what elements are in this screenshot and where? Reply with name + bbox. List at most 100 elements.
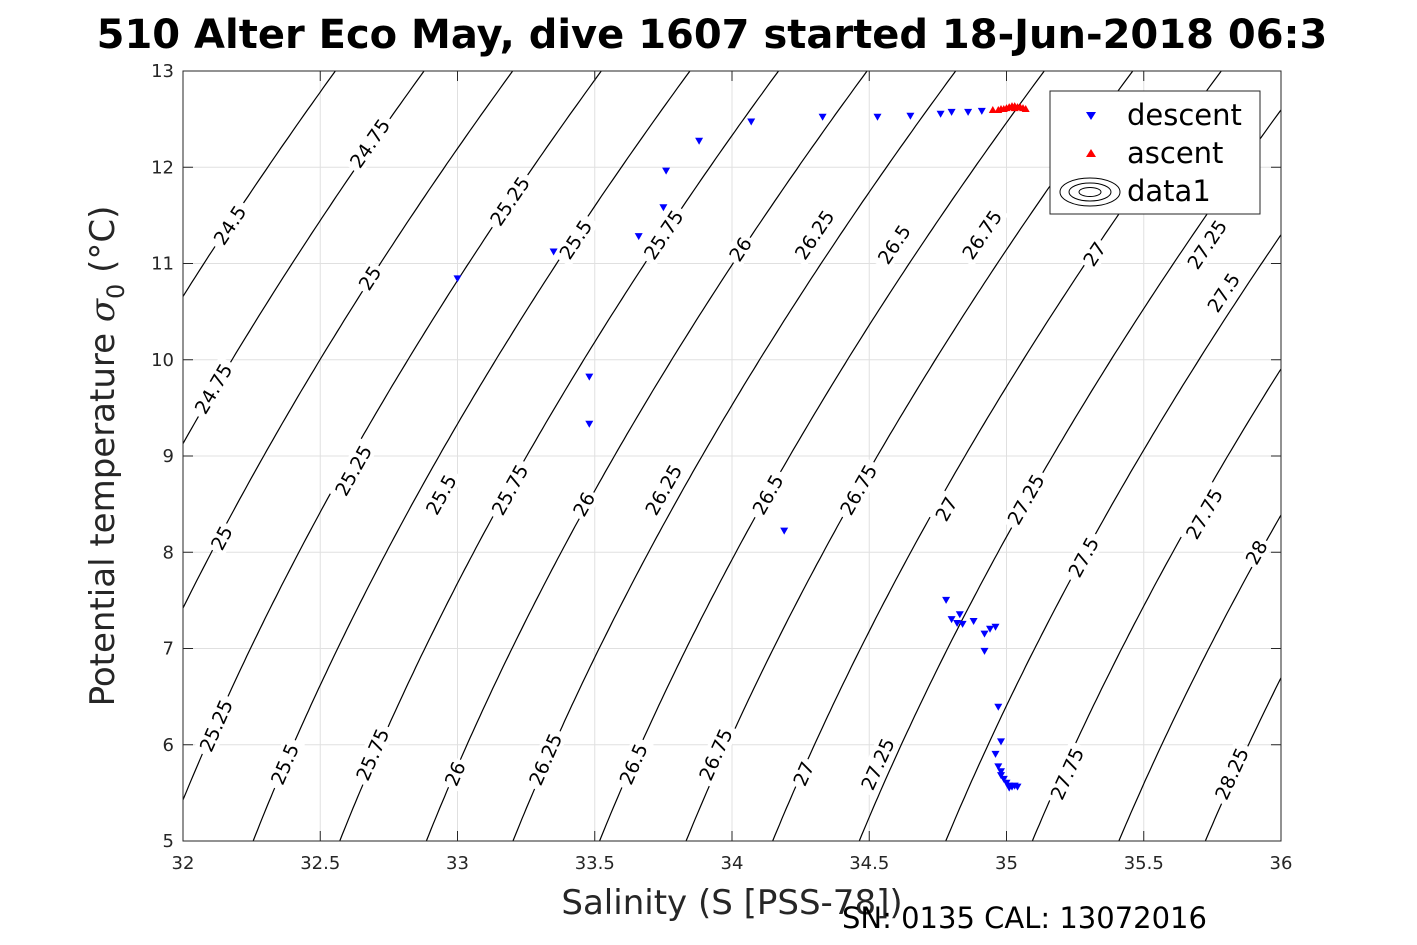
y-axis-label-subscript: 0 [102, 284, 130, 299]
contour-label-mask [833, 456, 884, 523]
axis-ticks [182, 70, 1282, 842]
contour-label-mask [418, 466, 464, 523]
descent-point [818, 113, 827, 121]
footnote-serial-calibration: SN: 0135 CAL: 13072016 [842, 901, 1207, 935]
descent-point [953, 620, 962, 627]
descent-point [947, 108, 956, 116]
descent-point [659, 204, 668, 212]
contour-label-mask [1043, 740, 1090, 807]
x-tick-label: 34 [721, 853, 744, 874]
descent-point [747, 118, 756, 126]
x-tick-label: 32 [172, 853, 195, 874]
descent-point [780, 527, 789, 535]
descent-point [942, 596, 951, 604]
y-tick-label: 9 [163, 446, 174, 467]
isopycnal-26 [425, 71, 868, 841]
x-tick-label: 35.5 [1124, 853, 1164, 874]
descent-point [999, 775, 1008, 783]
y-axis-label: Potential temperature σ0 (°C) [83, 206, 130, 707]
contour-label-mask [955, 202, 1009, 267]
isopycnal-25 [183, 71, 514, 610]
descent-point [980, 647, 989, 655]
contour-label-mask [484, 456, 535, 523]
contour-label-mask [854, 730, 901, 798]
contour-label-mask [349, 721, 396, 788]
descent-point [873, 113, 882, 121]
descent-point [958, 620, 967, 628]
descent-point [453, 275, 462, 283]
contour-label-mask [1199, 264, 1247, 321]
descent-point [662, 167, 671, 175]
y-tick-label: 7 [163, 639, 174, 660]
contour-label-mask [1061, 529, 1106, 586]
contour-label-mask [870, 216, 918, 273]
ascent-point [1008, 102, 1016, 110]
descent-point [1005, 784, 1014, 792]
descent-point [585, 373, 594, 381]
descent-point [695, 137, 704, 145]
legend-ascent-marker [1086, 149, 1096, 157]
isopycnal-24-5 [183, 71, 337, 298]
contour-label-mask [1180, 212, 1234, 277]
contour-label-mask [551, 211, 600, 268]
contour-label-mask [1076, 235, 1112, 273]
y-tick-label: 10 [151, 350, 174, 371]
legend-box [1049, 90, 1261, 215]
contour-label-mask [206, 197, 254, 253]
descent-point [994, 703, 1003, 711]
contour-label-mask [745, 466, 791, 523]
descent-point [997, 772, 1005, 780]
contour-label-mask [342, 111, 397, 176]
contour-label-mask [929, 490, 964, 528]
isopycnal-28 [1118, 513, 1281, 841]
isopycnal-27-5 [945, 233, 1281, 841]
ascent-series [988, 102, 1030, 113]
contour-label-mask [638, 456, 689, 523]
y-tick-label: 6 [163, 735, 174, 756]
contour-label-mask [787, 202, 841, 267]
descent-point [1013, 783, 1022, 791]
y-axis-label-main: Potential temperature [83, 322, 123, 706]
contour-label-group: 26.5 [870, 216, 918, 273]
contour-label-mask [787, 755, 820, 792]
descent-point [991, 623, 1000, 631]
descent-point [549, 248, 558, 256]
legend-data1-label: data1 [1127, 174, 1211, 208]
descent-point [936, 110, 945, 118]
contour-labels: 24.524.7524.75252525.2525.2525.2525.525.… [187, 111, 1274, 807]
legend: descent ascent data1 [1049, 90, 1261, 215]
descent-point [585, 420, 594, 428]
descent-point [991, 750, 1000, 758]
descent-point [947, 616, 956, 624]
descent-point [964, 108, 973, 116]
chart-title: 510 Alter Eco May, dive 1607 started 18-… [97, 12, 1328, 58]
y-axis-label-unit: (°C) [83, 206, 123, 284]
x-tick-label: 35 [995, 853, 1018, 874]
ascent-point [1021, 105, 1030, 112]
contour-label-mask [204, 519, 239, 557]
contour-label-mask [722, 230, 758, 268]
descent-point [994, 763, 1003, 771]
descent-point [969, 618, 978, 625]
descent-point [980, 630, 989, 638]
descent-point [997, 768, 1005, 776]
y-tick-labels: 5 6 7 8 9 10 11 12 13 [151, 61, 174, 852]
contour-label-mask [193, 692, 239, 759]
contour-label-mask [352, 259, 388, 297]
contour-label-mask [328, 437, 379, 504]
contour-label-mask [636, 202, 691, 267]
x-tick-label: 36 [1270, 853, 1293, 874]
descent-point [986, 625, 994, 633]
y-tick-label: 8 [163, 542, 174, 563]
x-tick-labels: 32 32.5 33 33.5 34 34.5 35 35.5 36 [172, 853, 1293, 874]
contour-label-mask [522, 725, 569, 793]
x-tick-label: 32.5 [300, 853, 340, 874]
y-tick-label: 11 [151, 254, 174, 275]
contour-label-mask [1239, 533, 1274, 571]
contour-label-mask [187, 355, 239, 422]
contour-label-mask [612, 735, 654, 793]
descent-series [453, 107, 1022, 792]
contour-label-mask [264, 735, 305, 793]
x-tick-label: 34.5 [849, 853, 889, 874]
